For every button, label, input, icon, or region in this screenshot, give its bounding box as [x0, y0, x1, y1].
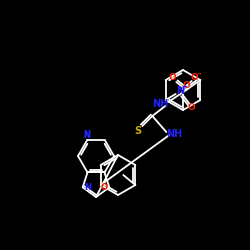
Text: NH: NH	[152, 99, 168, 109]
Text: N: N	[84, 183, 91, 192]
Text: S: S	[134, 126, 141, 136]
Text: O: O	[188, 104, 196, 112]
Text: NH: NH	[166, 129, 182, 139]
Text: N: N	[176, 86, 185, 96]
Text: +: +	[182, 84, 188, 90]
Text: O: O	[101, 183, 108, 192]
Text: O: O	[168, 74, 176, 82]
Text: O: O	[182, 82, 190, 90]
Text: O: O	[191, 72, 198, 82]
Text: N: N	[84, 130, 90, 139]
Text: N: N	[84, 131, 90, 140]
Text: -: -	[198, 70, 202, 78]
